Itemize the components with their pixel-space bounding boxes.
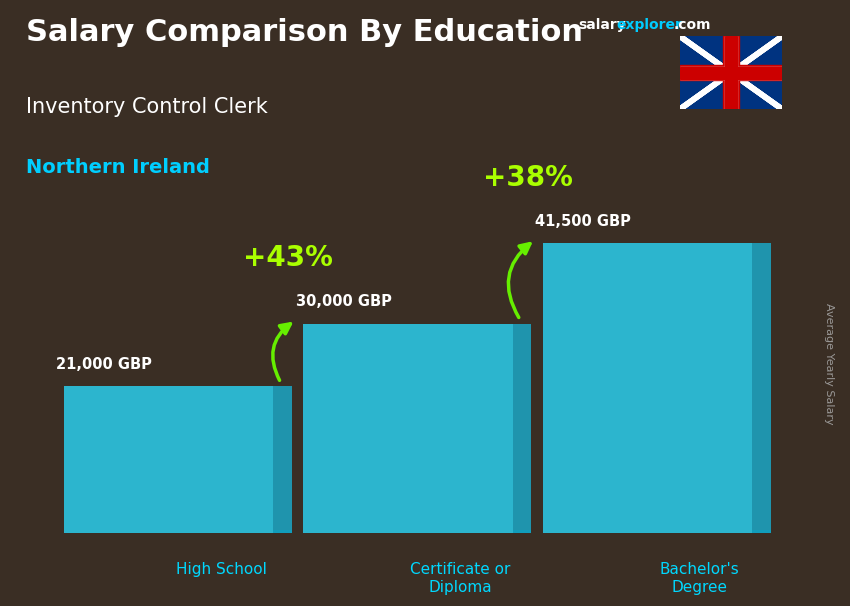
Text: .com: .com xyxy=(674,18,711,32)
Text: salary: salary xyxy=(578,18,626,32)
Polygon shape xyxy=(752,243,771,533)
Polygon shape xyxy=(752,530,771,533)
Text: 41,500 GBP: 41,500 GBP xyxy=(536,213,631,228)
Text: 30,000 GBP: 30,000 GBP xyxy=(296,294,392,309)
Polygon shape xyxy=(64,387,274,533)
Text: explorer: explorer xyxy=(616,18,682,32)
Text: Salary Comparison By Education: Salary Comparison By Education xyxy=(26,18,582,47)
Text: Inventory Control Clerk: Inventory Control Clerk xyxy=(26,97,267,117)
Text: High School: High School xyxy=(176,562,266,578)
Text: Certificate or
Diploma: Certificate or Diploma xyxy=(411,562,511,594)
Polygon shape xyxy=(542,243,752,533)
Text: 21,000 GBP: 21,000 GBP xyxy=(56,357,152,372)
Text: +38%: +38% xyxy=(483,164,573,191)
Polygon shape xyxy=(513,324,531,533)
Text: +43%: +43% xyxy=(243,244,333,272)
Polygon shape xyxy=(513,530,531,533)
Text: Northern Ireland: Northern Ireland xyxy=(26,158,209,176)
Polygon shape xyxy=(274,530,292,533)
Text: Bachelor's
Degree: Bachelor's Degree xyxy=(660,562,740,594)
Polygon shape xyxy=(274,387,292,533)
Text: Average Yearly Salary: Average Yearly Salary xyxy=(824,303,834,424)
Polygon shape xyxy=(303,324,513,533)
